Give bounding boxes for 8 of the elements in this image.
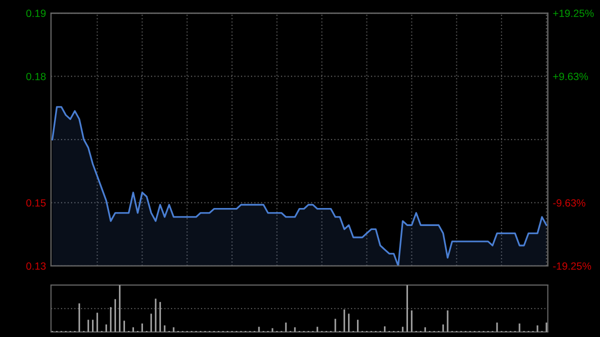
y2-tick-label: -19.25% — [553, 262, 592, 270]
y2-tick-label: -9.63% — [553, 199, 586, 207]
y-tick-label: 0.18 — [26, 72, 46, 80]
y-tick-label: 0.15 — [26, 199, 46, 207]
y-tick-label: 0.13 — [26, 262, 46, 270]
y2-tick-label: +9.63% — [553, 72, 588, 80]
y2-tick-label: +19.25% — [553, 10, 594, 18]
y-tick-label: 0.19 — [26, 10, 46, 18]
